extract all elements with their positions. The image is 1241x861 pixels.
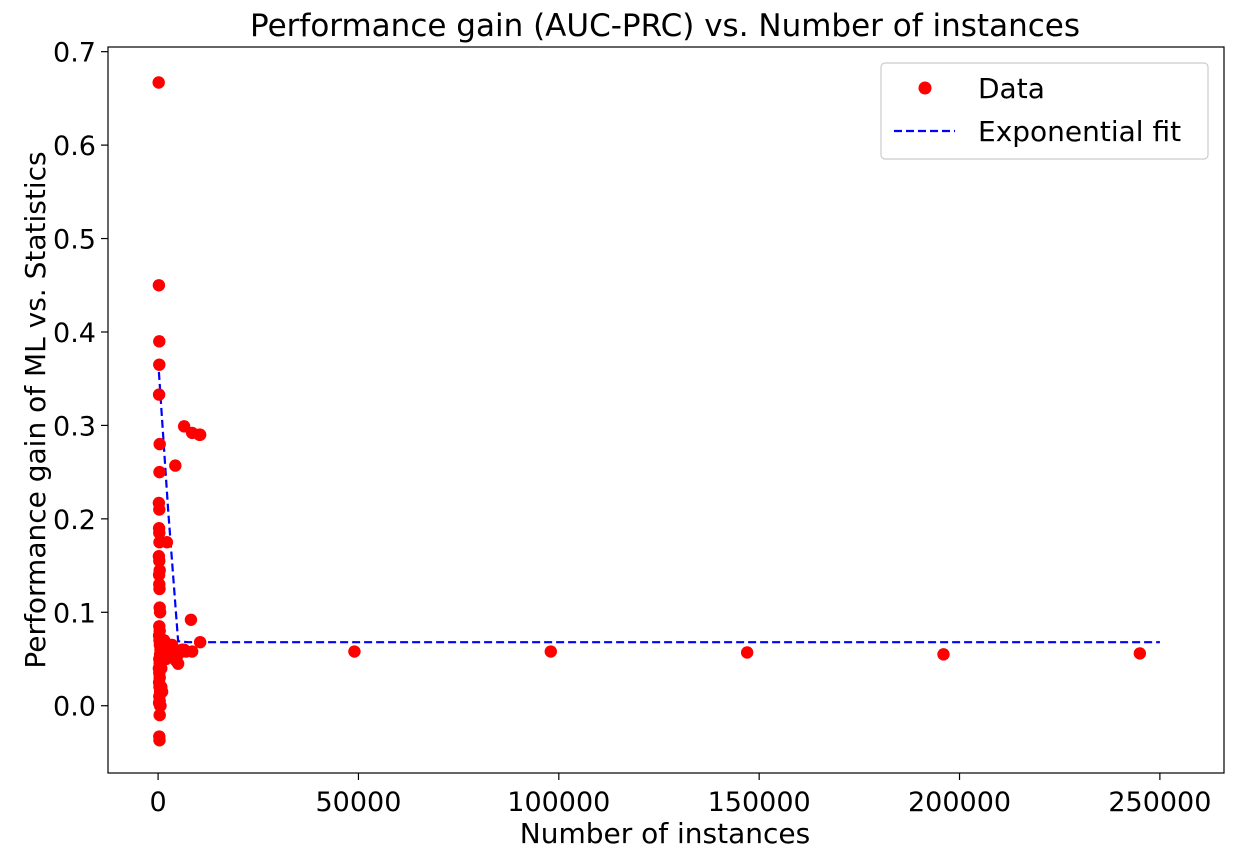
y-axis: 0.0 0.1 0.2 0.3 0.4 0.5 0.6 0.7 (53, 38, 108, 723)
data-point (171, 657, 185, 670)
data-point (163, 638, 177, 652)
data-point (937, 648, 950, 661)
legend-marker-data (918, 81, 932, 95)
data-point (153, 606, 167, 619)
y-tick-label: 0.5 (53, 225, 96, 256)
legend-label-data: Data (978, 72, 1045, 105)
fit-line-layer (156, 359, 1160, 644)
axes-frame (107, 46, 1225, 774)
data-point (544, 645, 557, 658)
x-axis-title: Number of instances (520, 817, 810, 850)
y-tick-label: 0.0 (53, 692, 96, 723)
x-tick-label: 150000 (708, 787, 811, 818)
chart-title: Performance gain (AUC-PRC) vs. Number of… (250, 8, 1080, 44)
data-point (152, 568, 166, 582)
x-tick-label: 50000 (315, 787, 401, 818)
y-axis-title: Performance gain of ML vs. Statistics (19, 151, 52, 668)
data-point (1133, 647, 1147, 660)
y-tick-label: 0.4 (53, 318, 96, 349)
data-point (152, 76, 165, 89)
data-point (193, 428, 207, 441)
x-tick-label: 250000 (1108, 787, 1211, 818)
legend: Data Exponential fit (880, 62, 1209, 160)
data-point (153, 526, 166, 540)
x-tick-label: 200000 (908, 787, 1011, 818)
data-point (153, 734, 166, 747)
data-point (193, 635, 207, 649)
data-point (153, 437, 166, 451)
data-point (153, 503, 166, 516)
data-point (155, 680, 168, 694)
data-point (184, 613, 198, 626)
data-point (348, 645, 361, 658)
data-point (160, 536, 174, 549)
x-tick-label: 0 (149, 787, 166, 818)
data-point (154, 662, 167, 675)
legend-label-fit: Exponential fit (978, 115, 1181, 148)
data-point (153, 358, 166, 371)
y-tick-label: 0.3 (53, 411, 96, 442)
x-tick-label: 100000 (507, 787, 610, 818)
data-point (153, 582, 166, 596)
data-point (152, 696, 166, 710)
data-point (169, 459, 182, 472)
y-tick-label: 0.6 (53, 131, 96, 162)
legend-box (880, 62, 1209, 160)
data-point (185, 645, 199, 658)
data-point (152, 388, 166, 401)
data-point (152, 279, 166, 292)
data-point (740, 646, 754, 659)
y-tick-label: 0.1 (53, 598, 96, 629)
data-point (153, 465, 166, 479)
data-point (153, 335, 166, 348)
x-axis: 0 50000 100000 150000 200000 250000 (149, 773, 1211, 818)
y-tick-label: 0.7 (53, 38, 96, 69)
data-points-layer (152, 76, 1147, 747)
data-point (153, 554, 166, 568)
y-tick-label: 0.2 (53, 505, 96, 536)
data-point (153, 708, 166, 722)
plot-area (107, 46, 1225, 774)
exponential-fit-line (156, 359, 1160, 644)
